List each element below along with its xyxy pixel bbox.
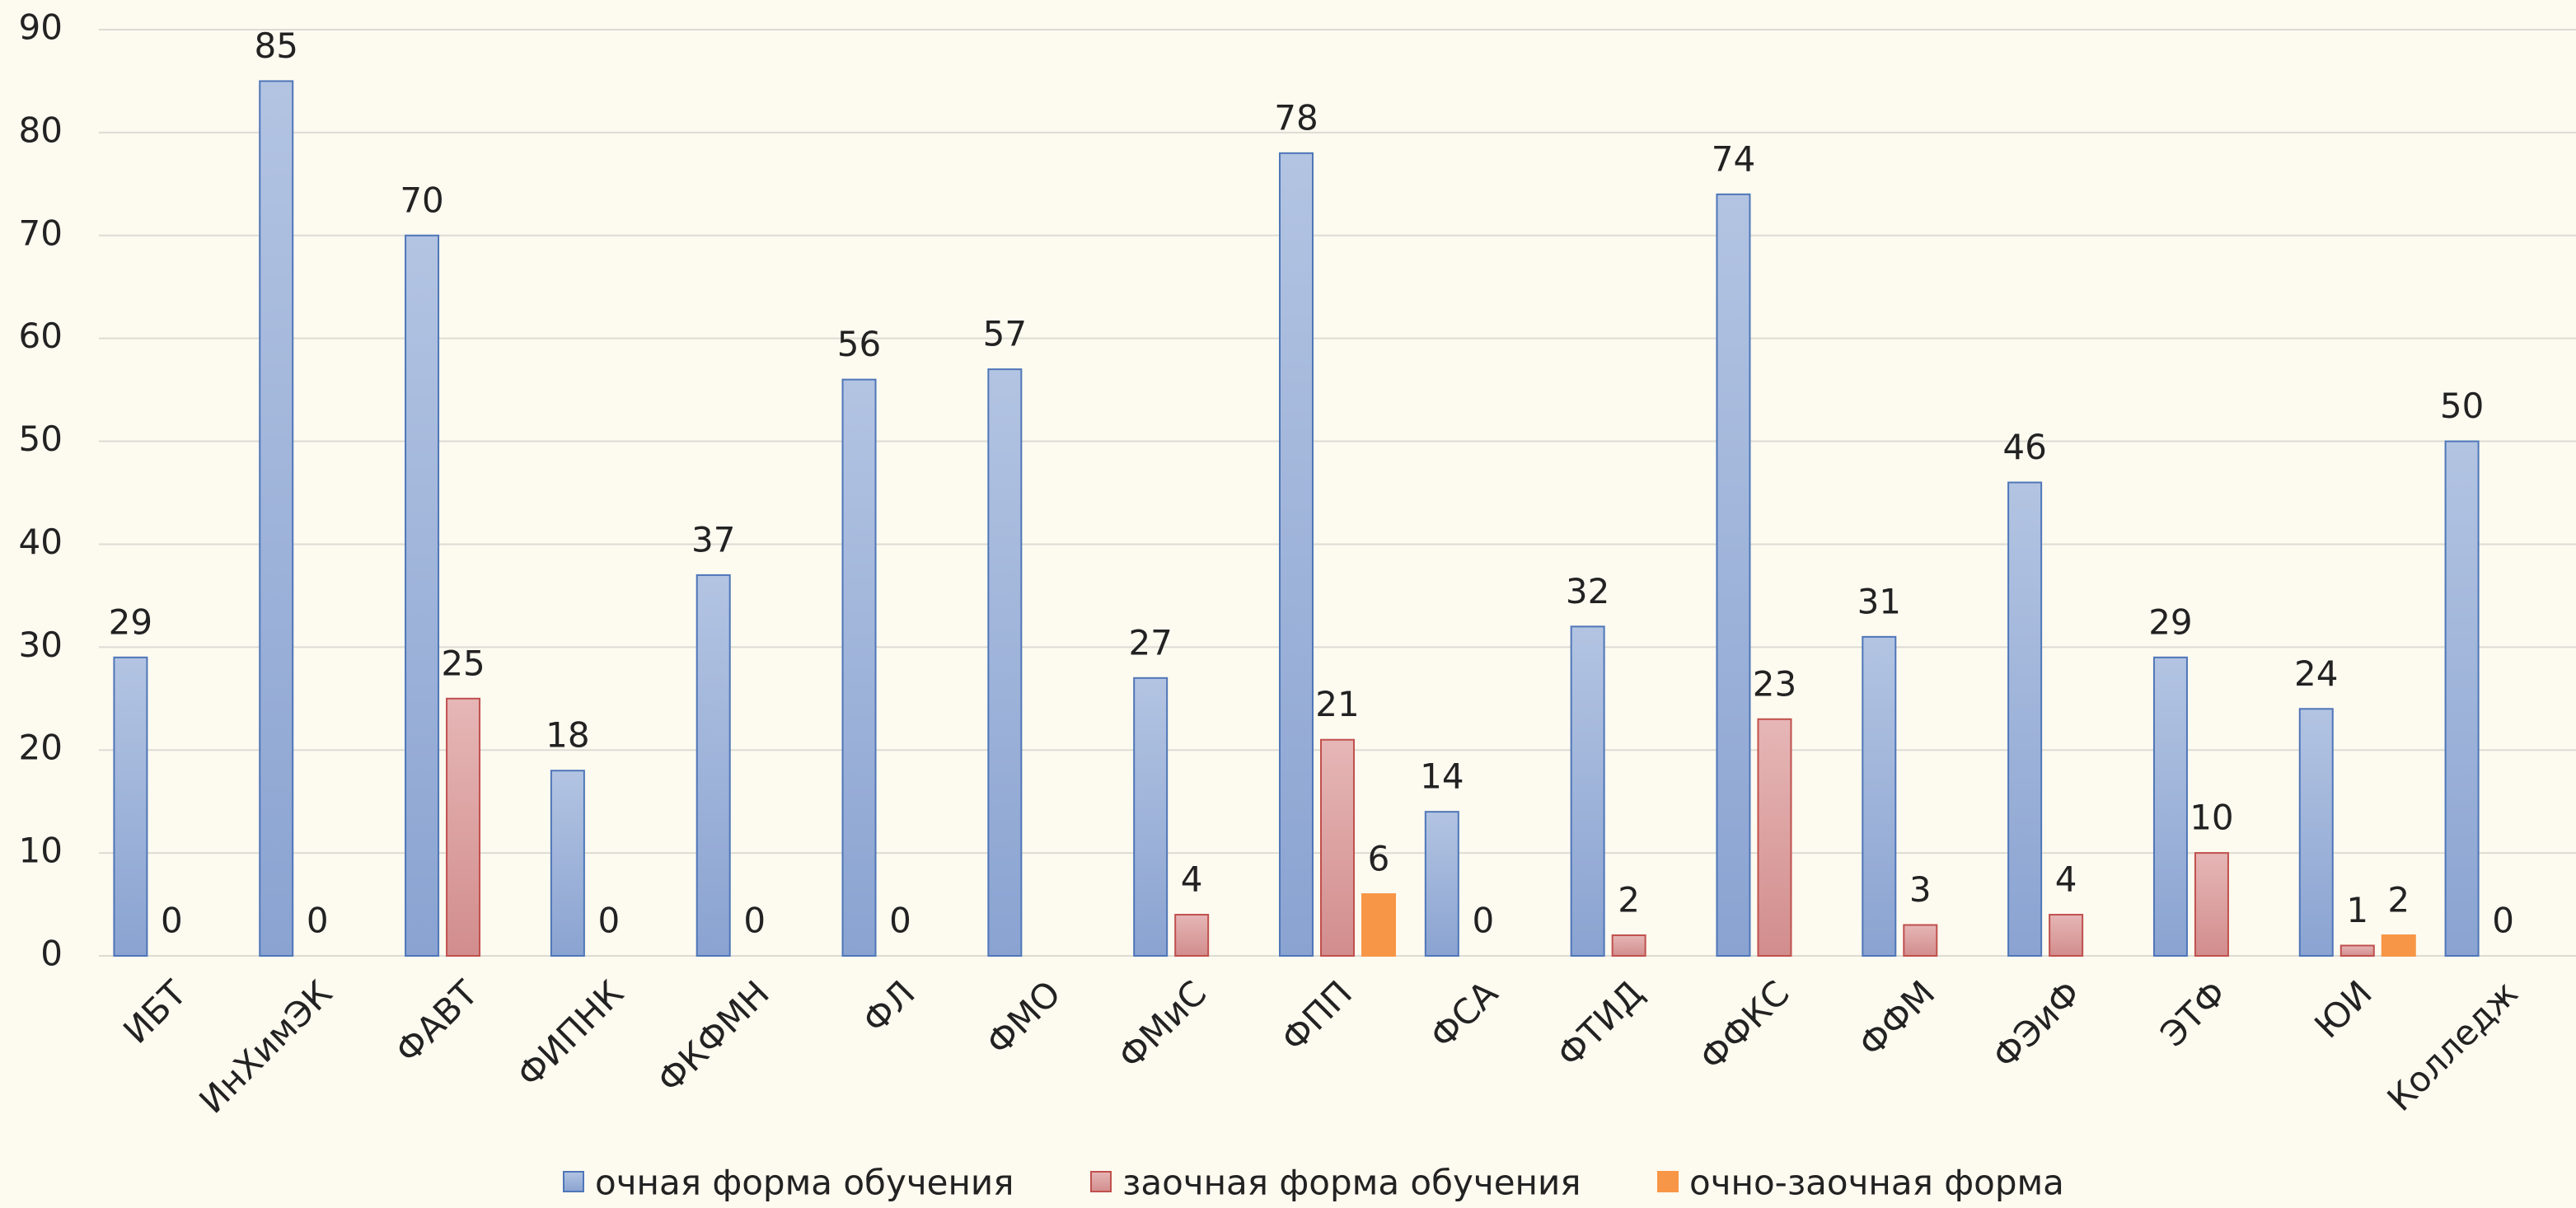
data-label: 3 <box>1909 869 1932 910</box>
bar <box>2049 914 2084 957</box>
x-tick-label: ФЭиФ <box>1984 973 2088 1077</box>
data-label: 6 <box>1368 839 1390 879</box>
bar <box>1174 914 1210 957</box>
y-tick-label: 0 <box>40 934 63 974</box>
bar <box>2007 481 2043 957</box>
data-label: 25 <box>441 643 485 683</box>
data-label: 70 <box>400 180 443 220</box>
x-tick-label: ЭТФ <box>2152 973 2234 1055</box>
data-label: 1 <box>2346 890 2368 930</box>
bar <box>987 368 1023 957</box>
y-tick-label: 20 <box>19 728 63 768</box>
data-label: 37 <box>691 519 735 560</box>
legend-label: заочная форма обучения <box>1122 1163 1581 1203</box>
bar <box>405 234 440 957</box>
x-tick-label: ЮИ <box>2307 973 2380 1046</box>
data-label: 0 <box>161 901 183 941</box>
x-tick-label: ФКФМН <box>649 973 777 1101</box>
data-label: 24 <box>2294 653 2338 694</box>
x-tick-label: ФТИД <box>1549 973 1651 1075</box>
data-label: 0 <box>889 901 911 941</box>
y-tick-label: 50 <box>19 419 63 459</box>
data-label: 78 <box>1274 97 1318 138</box>
data-label: 74 <box>1712 138 1755 179</box>
bar <box>1757 718 1792 957</box>
bar <box>2381 934 2416 957</box>
bar <box>1424 811 1459 958</box>
data-label: 2 <box>2387 880 2410 920</box>
data-label: 23 <box>1753 663 1796 704</box>
x-tick-label: ИБТ <box>115 972 194 1051</box>
x-tick-label: Колледж <box>2379 973 2525 1119</box>
data-label: 31 <box>1857 581 1901 621</box>
x-tick-label: ФФКС <box>1692 973 1797 1079</box>
bar <box>1862 635 1897 957</box>
bar <box>259 80 294 957</box>
bar <box>2339 944 2375 957</box>
data-label: 50 <box>2440 386 2484 426</box>
legend-label: очная форма обучения <box>595 1163 1014 1203</box>
data-label: 57 <box>983 314 1027 354</box>
data-label: 0 <box>2492 901 2514 941</box>
bar <box>1133 677 1169 957</box>
data-label: 14 <box>1420 756 1464 797</box>
data-label: 21 <box>1315 684 1359 724</box>
legend-swatch <box>563 1171 584 1192</box>
y-tick-label: 90 <box>19 7 63 48</box>
bar <box>1611 934 1646 957</box>
data-label: 0 <box>1472 901 1494 941</box>
data-label: 0 <box>743 901 766 941</box>
legend-swatch <box>1090 1171 1112 1192</box>
data-label: 18 <box>546 715 589 756</box>
x-tick-label: ФПП <box>1273 973 1360 1060</box>
bar <box>1716 193 1751 958</box>
data-label: 85 <box>255 26 298 66</box>
data-label: 56 <box>837 324 881 364</box>
bar <box>1361 893 1396 957</box>
x-tick-label: ФСА <box>1422 972 1506 1056</box>
bar <box>841 378 877 958</box>
data-label: 0 <box>598 901 621 941</box>
y-tick-label: 70 <box>19 213 63 253</box>
x-tick-label: ФМиС <box>1111 973 1215 1077</box>
data-label: 32 <box>1566 571 1609 611</box>
data-label: 10 <box>2190 798 2233 838</box>
data-label: 27 <box>1128 622 1172 663</box>
y-tick-label: 60 <box>19 316 63 356</box>
bar <box>696 574 731 958</box>
data-label: 0 <box>307 901 329 941</box>
x-tick-label: ФФМ <box>1851 973 1942 1065</box>
bar <box>2194 852 2229 957</box>
bar <box>1570 625 1605 957</box>
bar <box>1320 738 1355 957</box>
bar <box>2444 440 2480 957</box>
bar <box>1903 924 1938 957</box>
data-label: 29 <box>2148 602 2192 642</box>
legend-label: очно-заочная форма <box>1689 1163 2064 1203</box>
y-tick-label: 40 <box>19 522 63 562</box>
y-tick-label: 30 <box>19 625 63 665</box>
bar <box>2298 708 2334 957</box>
data-label: 29 <box>109 602 152 642</box>
bar <box>1279 152 1314 958</box>
bar <box>113 656 148 957</box>
bar <box>2152 656 2188 957</box>
x-tick-label: ФИПНК <box>509 973 631 1095</box>
x-tick-label: ФМО <box>978 973 1068 1063</box>
data-label: 4 <box>2055 859 2077 900</box>
x-tick-label: ФЛ <box>855 973 923 1042</box>
data-label: 4 <box>1181 859 1203 900</box>
data-label: 2 <box>1618 880 1640 920</box>
legend-swatch <box>1657 1171 1679 1192</box>
data-label: 46 <box>2002 427 2046 467</box>
bar <box>550 770 585 958</box>
y-tick-label: 10 <box>19 831 63 871</box>
y-tick-label: 80 <box>19 110 63 150</box>
bar <box>446 697 481 957</box>
x-tick-label: ФАВТ <box>387 972 485 1070</box>
x-tick-label: ИнХимЭК <box>191 973 340 1121</box>
